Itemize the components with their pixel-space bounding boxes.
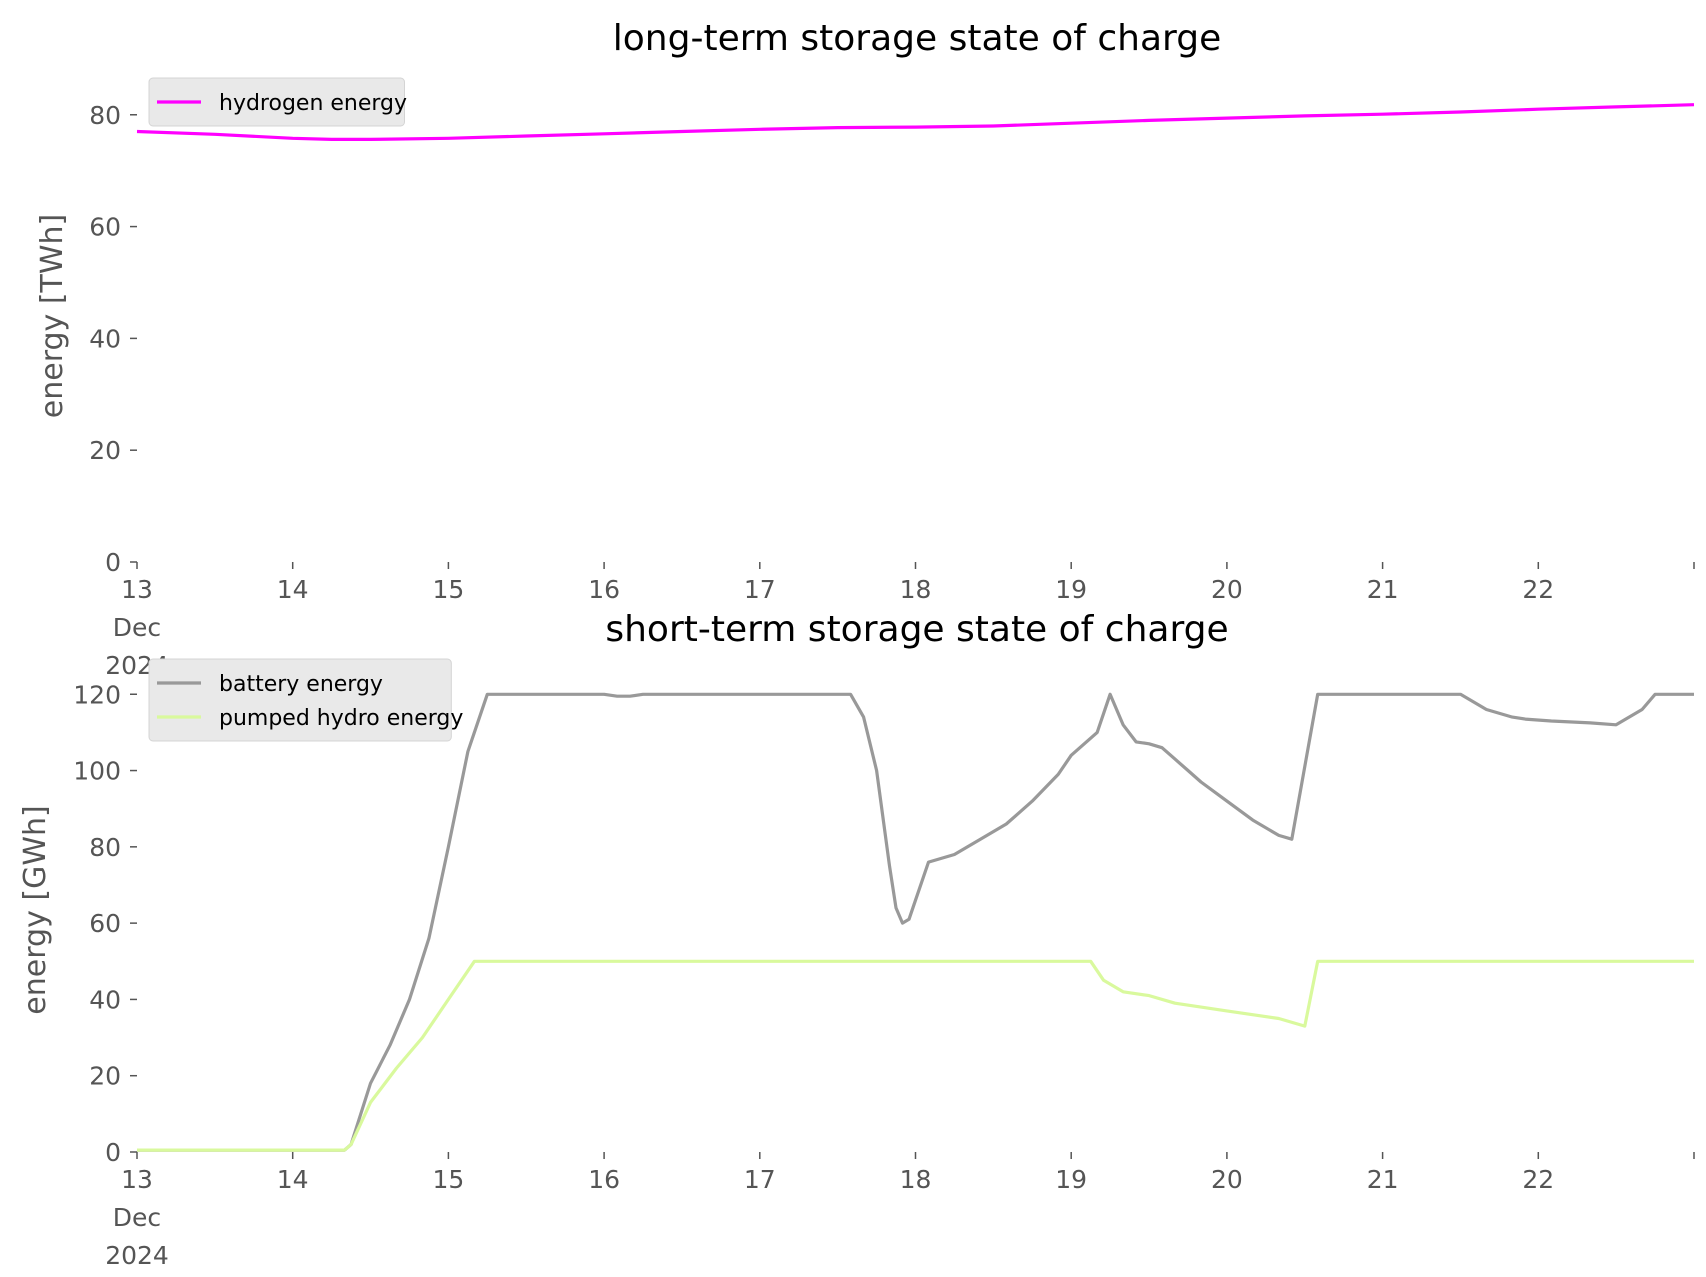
y-tick-label: 120 <box>73 680 121 709</box>
series-line <box>136 103 1695 141</box>
series-lines <box>136 103 1695 141</box>
y-tick-label: 80 <box>89 101 121 130</box>
legend-label: hydrogen energy <box>219 91 407 116</box>
legend-box <box>148 658 452 742</box>
x-tick-label: 16 <box>588 1165 620 1194</box>
x-tick-label: 20 <box>1211 575 1243 604</box>
x-tick-label: 14 <box>277 1165 309 1194</box>
chart-title: long-term storage state of charge <box>613 18 1221 59</box>
x-tick-label: 15 <box>432 1165 464 1194</box>
x-tick-label: 22 <box>1522 1165 1554 1194</box>
x-tick-label: 14 <box>277 575 309 604</box>
y-tick-label: 0 <box>105 548 121 577</box>
series-line <box>137 959 1694 1152</box>
y-tick-label: 80 <box>89 833 121 862</box>
x-tick-label: 16 <box>588 575 620 604</box>
x-tick-label: 19 <box>1055 575 1087 604</box>
y-tick-label: 60 <box>89 213 121 242</box>
x-tick-label: 13 <box>121 575 153 604</box>
y-tick-label: 40 <box>89 985 121 1014</box>
legend-label: pumped hydro energy <box>219 706 463 731</box>
legend: battery energy pumped hydro energy <box>148 658 463 742</box>
x-tick-label: 18 <box>900 1165 932 1194</box>
series-lines <box>137 692 1694 1152</box>
y-tick-label: 20 <box>89 1062 121 1091</box>
legend-label: battery energy <box>219 672 383 697</box>
x-tick-label: 19 <box>1055 1165 1087 1194</box>
x-tick-label: 15 <box>432 575 464 604</box>
x-tick-label: Dec <box>113 1203 161 1232</box>
y-tick-label: 100 <box>73 757 121 786</box>
y-tick-label: 0 <box>105 1138 121 1167</box>
y-axis-label: energy [GWh] <box>18 805 53 1014</box>
x-tick-label: 17 <box>744 575 776 604</box>
x-tick-label: 22 <box>1522 575 1554 604</box>
x-tick-label: 17 <box>744 1165 776 1194</box>
x-tick-label: Dec <box>113 613 161 642</box>
x-tick-label: 20 <box>1211 1165 1243 1194</box>
x-tick-label: 18 <box>900 575 932 604</box>
y-tick-label: 20 <box>89 436 121 465</box>
legend-box <box>148 77 405 127</box>
x-tick-label: 21 <box>1367 1165 1399 1194</box>
short-term-storage-chart: short-term storage state of charge energ… <box>18 609 1695 1270</box>
x-tick-label: 2024 <box>105 1241 169 1270</box>
legend: hydrogen energy <box>148 77 407 127</box>
y-tick-label: 40 <box>89 324 121 353</box>
x-tick-label: 21 <box>1367 575 1399 604</box>
long-term-storage-chart: long-term storage state of charge energy… <box>35 18 1695 680</box>
x-tick-label: 13 <box>121 1165 153 1194</box>
series-line <box>137 692 1694 1152</box>
chart-title: short-term storage state of charge <box>605 609 1228 650</box>
y-axis-label: energy [TWh] <box>35 214 70 418</box>
axis-ticks: 0 20 40 60 80 100 120 13 Dec 2024 14 15 16 17 18 19 20 21… <box>73 680 1695 1270</box>
y-tick-label: 60 <box>89 909 121 938</box>
